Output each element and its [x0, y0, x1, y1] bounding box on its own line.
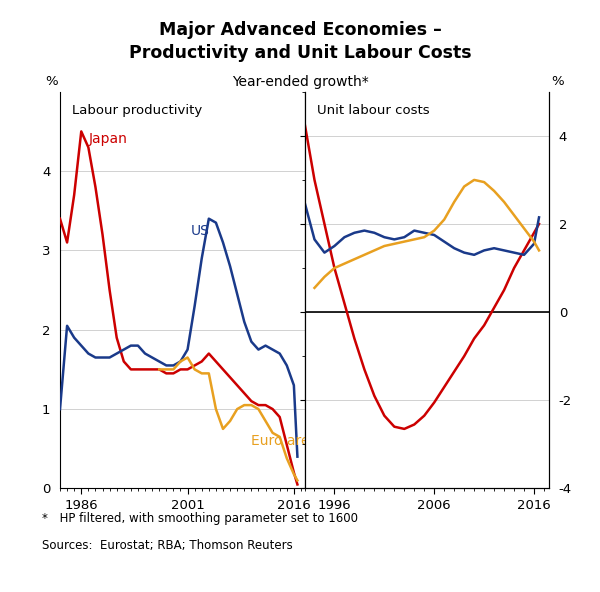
Text: Japan: Japan [88, 133, 127, 146]
Text: Year-ended growth*: Year-ended growth* [232, 75, 368, 89]
Text: %: % [551, 75, 564, 88]
Text: Euro area: Euro area [251, 434, 319, 448]
Text: Unit labour costs: Unit labour costs [317, 104, 430, 117]
Text: Labour productivity: Labour productivity [72, 104, 202, 117]
Text: %: % [45, 75, 58, 88]
Text: Major Advanced Economies –
Productivity and Unit Labour Costs: Major Advanced Economies – Productivity … [128, 21, 472, 62]
Text: US: US [191, 224, 210, 237]
Text: * HP filtered, with smoothing parameter set to 1600: * HP filtered, with smoothing parameter … [42, 512, 358, 525]
Text: Sources:  Eurostat; RBA; Thomson Reuters: Sources: Eurostat; RBA; Thomson Reuters [42, 539, 293, 552]
